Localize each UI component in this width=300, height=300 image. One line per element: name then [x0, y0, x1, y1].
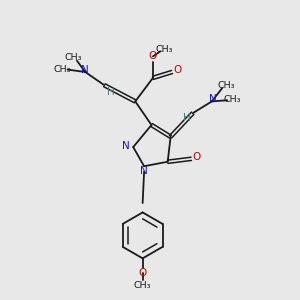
Text: N: N — [140, 166, 148, 176]
Text: O: O — [173, 65, 181, 76]
Text: O: O — [192, 152, 201, 162]
Text: O: O — [149, 51, 157, 62]
Text: CH₃: CH₃ — [64, 53, 82, 62]
Text: CH₃: CH₃ — [156, 45, 173, 54]
Text: H: H — [107, 87, 115, 97]
Text: N: N — [209, 94, 217, 104]
Text: CH₃: CH₃ — [218, 81, 235, 90]
Text: O: O — [139, 268, 147, 278]
Text: H: H — [183, 112, 191, 123]
Text: CH₃: CH₃ — [134, 281, 152, 290]
Text: N: N — [122, 141, 129, 151]
Text: CH₃: CH₃ — [53, 64, 71, 74]
Text: CH₃: CH₃ — [224, 95, 241, 104]
Text: N: N — [81, 65, 89, 76]
